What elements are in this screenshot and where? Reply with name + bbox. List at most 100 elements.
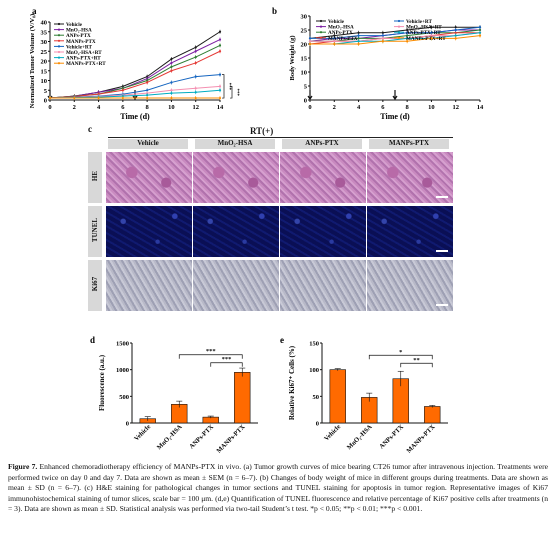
data-point bbox=[381, 40, 384, 43]
legend-label: MANPs-PTX bbox=[328, 36, 358, 42]
x-tick-label: 14 bbox=[477, 104, 484, 111]
y-tick-label: 25 bbox=[301, 28, 308, 35]
x-tick-label: 0 bbox=[48, 104, 51, 111]
panel-e: e 0 50 100 150 Relative Ki67⁺ Cells (%) Vehic… bbox=[278, 333, 463, 458]
significance-stars: *** bbox=[206, 348, 216, 355]
data-point bbox=[218, 73, 222, 76]
he-image-anps-ptx bbox=[280, 152, 366, 203]
category-label: MnO₂-HSA bbox=[346, 423, 374, 451]
data-point bbox=[478, 34, 482, 37]
y-tick-label: 150 bbox=[309, 341, 319, 348]
he-image-vehicle bbox=[106, 152, 192, 203]
y-tick-label: 30 bbox=[301, 14, 308, 21]
data-point bbox=[406, 37, 409, 40]
legend-label: MnO₂-HSA+RT bbox=[66, 50, 102, 56]
data-point bbox=[308, 42, 312, 46]
legend-label: MANPs-PTX bbox=[66, 39, 96, 45]
legend-label: MnO₂-HSA bbox=[328, 25, 354, 31]
bar bbox=[424, 406, 441, 424]
y-tick-label: 5 bbox=[304, 84, 308, 91]
x-tick-label: 10 bbox=[428, 104, 435, 111]
legend-label: ANPs-PTX bbox=[66, 33, 91, 39]
data-point bbox=[218, 50, 222, 53]
data-point bbox=[170, 61, 173, 65]
legend-marker bbox=[319, 25, 323, 28]
data-point bbox=[218, 96, 222, 100]
data-point bbox=[478, 28, 482, 32]
x-tick-label: 14 bbox=[217, 104, 224, 111]
category-label: Vehicle bbox=[133, 423, 152, 442]
ki67-image-mno2-hsa bbox=[193, 260, 279, 311]
body-weight-chart: b 0 5 10 15 20 25 30 0 2 4 6 8 10 12 14 Time (d) Body We… bbox=[272, 6, 484, 121]
panel-d: d 0 500 1000 1500 Fluorescence (a.u.) Vehicle… bbox=[88, 333, 273, 458]
data-point bbox=[146, 96, 149, 100]
data-point bbox=[381, 34, 384, 37]
data-point bbox=[478, 26, 482, 29]
significance-bracket bbox=[368, 354, 433, 360]
col-header-anps-ptx: ANPs-PTX bbox=[282, 139, 362, 149]
figure-caption: Figure 7. Enhanced chemoradiotherapy eff… bbox=[8, 462, 548, 515]
fluorescence-chart: d 0 500 1000 1500 Fluorescence (a.u.) Vehicle… bbox=[90, 335, 258, 455]
data-point bbox=[430, 26, 433, 29]
data-point bbox=[170, 92, 173, 95]
data-point bbox=[146, 89, 149, 92]
legend-marker bbox=[319, 31, 323, 34]
legend-label: Vehicle+RT bbox=[66, 44, 92, 50]
y-tick-label: 15 bbox=[41, 68, 48, 75]
data-point bbox=[454, 26, 457, 29]
significance-bracket bbox=[210, 362, 243, 367]
caption-text: Enhanced chemoradiotherapy efficiency of… bbox=[8, 462, 549, 514]
y-tick-label: 20 bbox=[301, 42, 308, 49]
data-point bbox=[357, 34, 360, 37]
legend-label: Vehicle bbox=[66, 22, 83, 28]
x-tick-label: 10 bbox=[168, 104, 175, 111]
data-point bbox=[97, 96, 100, 100]
y-tick-label: 25 bbox=[41, 49, 48, 56]
x-tick-label: 4 bbox=[357, 104, 361, 111]
x-tick-label: 12 bbox=[452, 104, 459, 111]
significance-stars: *** bbox=[226, 83, 231, 91]
data-point bbox=[73, 96, 76, 100]
significance-stars: *** bbox=[222, 356, 232, 363]
data-point bbox=[454, 34, 457, 37]
series-line bbox=[49, 50, 221, 99]
legend-marker bbox=[57, 28, 61, 31]
category-label: MANPs-PTX bbox=[405, 423, 436, 454]
legend-marker bbox=[319, 19, 323, 23]
panel-c-letter: c bbox=[88, 124, 92, 134]
series-line bbox=[310, 26, 481, 39]
y-tick-label: 40 bbox=[41, 20, 48, 27]
data-point bbox=[218, 85, 222, 88]
x-tick-label: 0 bbox=[308, 104, 311, 111]
significance-bracket bbox=[178, 354, 243, 359]
row-label-tunel-text: TUNEL bbox=[91, 217, 99, 243]
treatment-arrow bbox=[392, 90, 398, 101]
he-image-mno2-hsa bbox=[193, 152, 279, 203]
legend-marker bbox=[397, 25, 401, 28]
data-point bbox=[357, 31, 360, 34]
data-point bbox=[333, 42, 336, 46]
x-tick-label: 4 bbox=[97, 104, 101, 111]
y-tick-label: 0 bbox=[316, 421, 319, 428]
y-tick-label: 15 bbox=[301, 56, 308, 63]
data-point bbox=[333, 34, 336, 37]
legend-marker bbox=[397, 19, 401, 23]
legend-marker bbox=[57, 50, 61, 54]
data-point bbox=[194, 50, 197, 53]
y-tick-label: 0 bbox=[304, 98, 307, 105]
y-axis-label: Fluorescence (a.u.) bbox=[98, 354, 106, 411]
legend-label: ANPs-PTX+RT bbox=[66, 56, 101, 62]
y-tick-label: 0 bbox=[126, 421, 129, 428]
legend-label: ANPs-PTX bbox=[328, 30, 353, 36]
ki67-image-manps-ptx bbox=[367, 260, 453, 311]
y-tick-label: 35 bbox=[41, 29, 48, 36]
panel-c: c RT(+) Vehicle MnO₂-HSA ANPs-PTX MANPs-… bbox=[0, 124, 554, 336]
legend-marker bbox=[57, 34, 61, 37]
legend-label: Vehicle+RT bbox=[406, 19, 432, 25]
data-point bbox=[406, 31, 409, 34]
data-point bbox=[218, 44, 222, 47]
legend-marker bbox=[397, 31, 401, 34]
rt-bracket bbox=[108, 137, 453, 138]
y-tick-label: 10 bbox=[41, 78, 48, 85]
data-point bbox=[333, 37, 336, 40]
